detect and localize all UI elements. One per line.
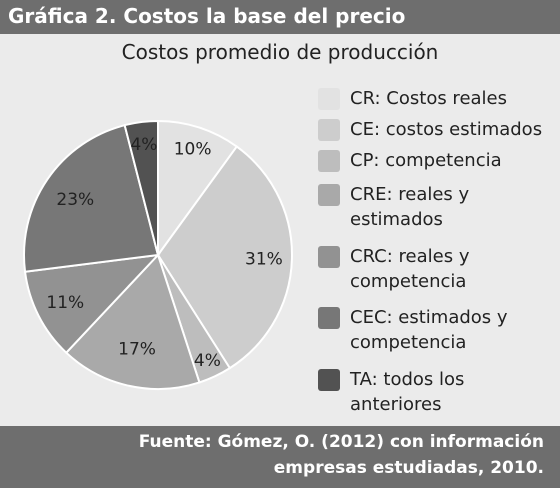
legend-label-line-1: CRC: reales y [350, 246, 470, 267]
pie-slice-crc [23, 253, 161, 355]
legend-label-line-1: CRE: reales y [350, 184, 470, 205]
slice-label-cp: 4% [194, 351, 221, 371]
legend-label-line-1: CP: competencia [350, 150, 502, 171]
legend-label: CRE: reales y estimados [350, 182, 554, 232]
pie-slice-cec [23, 123, 160, 273]
pie-slice-cr [157, 119, 239, 259]
header-bar: Gráfica 2. Costos la base del precio [0, 0, 560, 34]
legend-swatch [318, 369, 340, 391]
legend-swatch [318, 150, 340, 172]
legend-label-line-2: estimados [350, 209, 443, 230]
legend-swatch [318, 119, 340, 141]
legend-swatch [318, 88, 340, 110]
footer-bar: Fuente: Gómez, O. (2012) con información… [0, 426, 560, 488]
slice-label-cr: 10% [174, 139, 212, 159]
slice-label-ce: 31% [245, 249, 283, 269]
legend-swatch [318, 307, 340, 329]
figure-title: Gráfica 2. Costos la base del precio [8, 4, 406, 28]
legend-label: CP: competencia [350, 148, 554, 173]
legend-label-line-1: TA: todos los [350, 369, 465, 390]
source-line-2: empresas estudiadas, 2010. [273, 458, 544, 478]
legend-label: CEC: estimados y competencia [350, 305, 554, 355]
legend-swatch [318, 246, 340, 268]
legend-label: CR: Costos reales [350, 86, 554, 111]
pie-slice-cre [64, 253, 201, 390]
legend-label: CRC: reales y competencia [350, 244, 554, 294]
pie-slice-ce [156, 145, 293, 370]
legend-label-line-2: competencia [350, 332, 467, 353]
legend-label-line-1: CE: costos estimados [350, 119, 543, 140]
slice-label-cre: 17% [118, 340, 156, 360]
slice-label-ta: 4% [130, 135, 157, 155]
legend-label-line-1: CR: Costos reales [350, 88, 507, 109]
pie-slice-ta [123, 119, 159, 256]
slice-label-crc: 11% [46, 293, 84, 313]
chart-title: Costos promedio de producción [121, 40, 439, 64]
legend-label-line-2: competencia [350, 271, 467, 292]
slice-label-cec: 23% [56, 190, 94, 210]
legend-swatch [318, 184, 340, 206]
source-line-1: Fuente: Gómez, O. (2012) con información [138, 432, 544, 452]
legend-label-line-1: CEC: estimados y [350, 307, 508, 328]
legend-label: TA: todos los anteriores [350, 367, 554, 417]
legend-label-line-2: anteriores [350, 394, 442, 415]
legend-label: CE: costos estimados [350, 117, 554, 142]
